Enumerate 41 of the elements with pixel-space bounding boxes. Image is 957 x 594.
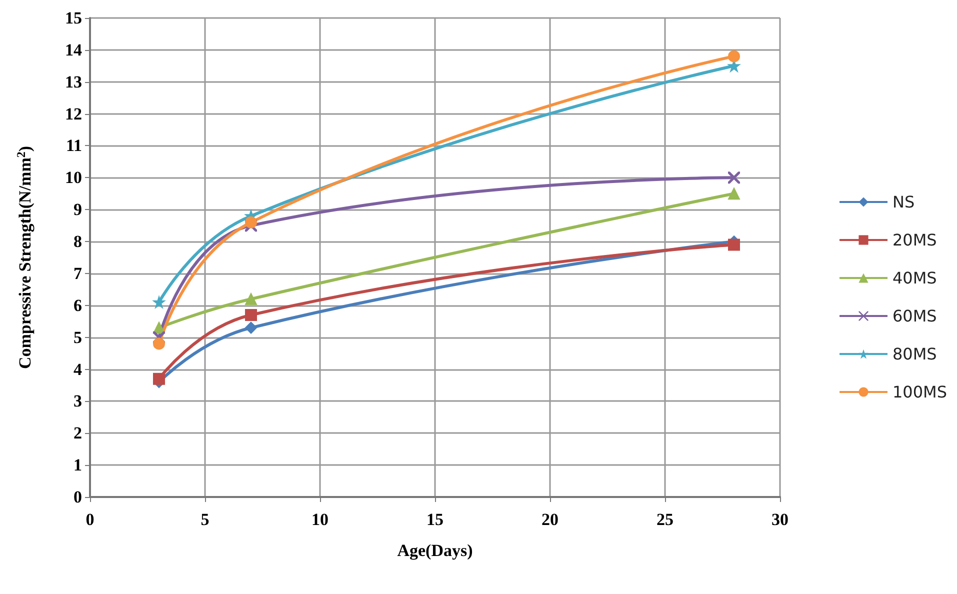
x-axis-title: Age(Days) [397, 541, 473, 560]
x-tick-label: 25 [656, 510, 674, 529]
y-tick-label: 0 [74, 488, 82, 506]
y-tick-label: 4 [74, 360, 82, 379]
legend-label: 60MS [892, 306, 937, 326]
x-tick-label: 0 [86, 510, 94, 529]
x-tick-label: 15 [426, 510, 444, 529]
x-tick-label: 20 [542, 510, 558, 529]
point [245, 308, 257, 321]
y-tick-label: 3 [74, 392, 82, 411]
point [153, 338, 165, 350]
legend-label: NS [892, 192, 915, 212]
point [728, 50, 740, 62]
legend-label: 100MS [892, 382, 947, 402]
point [728, 238, 740, 251]
y-tick-label: 14 [65, 40, 82, 60]
point [153, 372, 165, 385]
y-axis-title: Compressive Strength(N/mm2) [14, 146, 34, 370]
y-tick-label: 6 [74, 296, 82, 315]
y-tick-label: 11 [66, 136, 82, 156]
legend-label: 20MS [892, 230, 937, 250]
y-tick-label: 1 [74, 456, 82, 475]
y-tick-label: 12 [65, 104, 82, 124]
y-tick-label: 7 [74, 264, 82, 283]
y-tick-label: 9 [74, 200, 82, 220]
legend-label: 40MS [892, 268, 937, 288]
x-tick-label: 5 [200, 510, 210, 529]
y-tick-label: 15 [65, 8, 82, 28]
point [245, 322, 257, 334]
point [245, 216, 257, 228]
y-tick-label: 10 [65, 168, 82, 188]
y-tick-label: 2 [74, 424, 82, 443]
point [153, 296, 165, 308]
point [245, 293, 257, 306]
x-tick-label: 10 [312, 510, 328, 529]
y-tick-label: 5 [74, 328, 82, 347]
point [728, 188, 740, 200]
legend-label: 80MS [892, 344, 937, 364]
y-tick-label: 8 [74, 232, 82, 252]
x-tick-label: 30 [772, 510, 788, 529]
y-tick-label: 13 [65, 72, 82, 92]
